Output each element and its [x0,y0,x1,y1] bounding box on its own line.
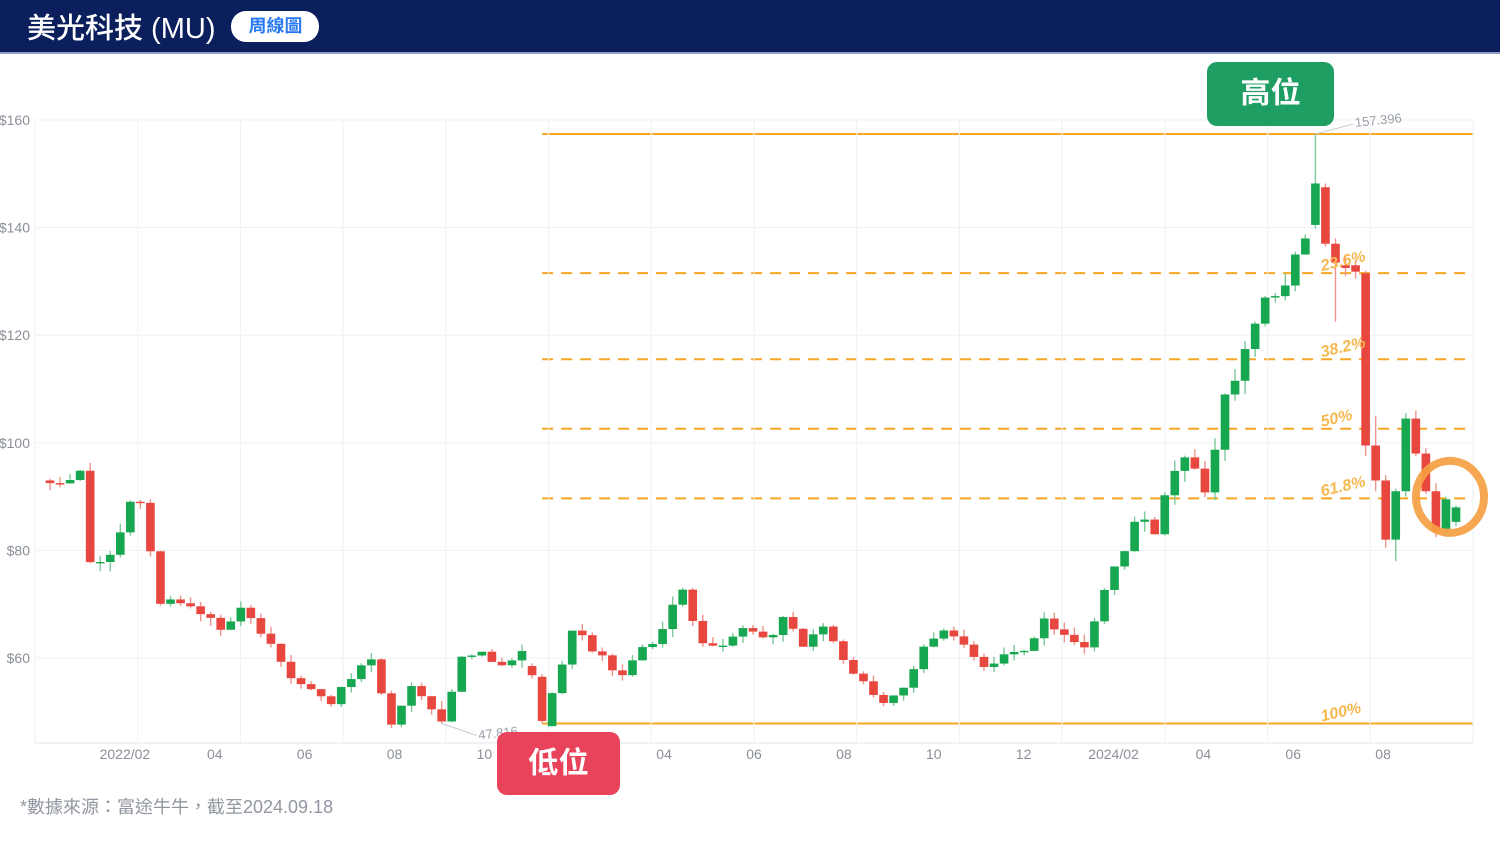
svg-text:2022/02: 2022/02 [100,746,151,762]
svg-text:100%: 100% [1319,700,1363,726]
svg-text:157.396: 157.396 [1354,110,1402,130]
svg-text:38.2%: 38.2% [1319,334,1367,361]
svg-text:04: 04 [207,746,223,762]
svg-text:10: 10 [926,746,942,762]
svg-text:06: 06 [746,746,762,762]
svg-text:50%: 50% [1319,407,1354,431]
svg-text:06: 06 [1285,746,1301,762]
svg-text:$140: $140 [0,220,30,236]
svg-text:$160: $160 [0,112,30,128]
svg-text:08: 08 [836,746,852,762]
svg-text:61.8%: 61.8% [1319,473,1367,500]
svg-text:04: 04 [1196,746,1212,762]
svg-text:04: 04 [656,746,672,762]
svg-text:12: 12 [1016,746,1032,762]
svg-text:08: 08 [387,746,403,762]
svg-text:$60: $60 [7,650,31,666]
svg-text:$100: $100 [0,435,30,451]
svg-text:08: 08 [1375,746,1391,762]
svg-text:$120: $120 [0,327,30,343]
svg-text:2024/02: 2024/02 [1088,746,1139,762]
svg-text:10: 10 [477,746,493,762]
svg-text:$80: $80 [7,542,31,558]
svg-text:06: 06 [297,746,313,762]
